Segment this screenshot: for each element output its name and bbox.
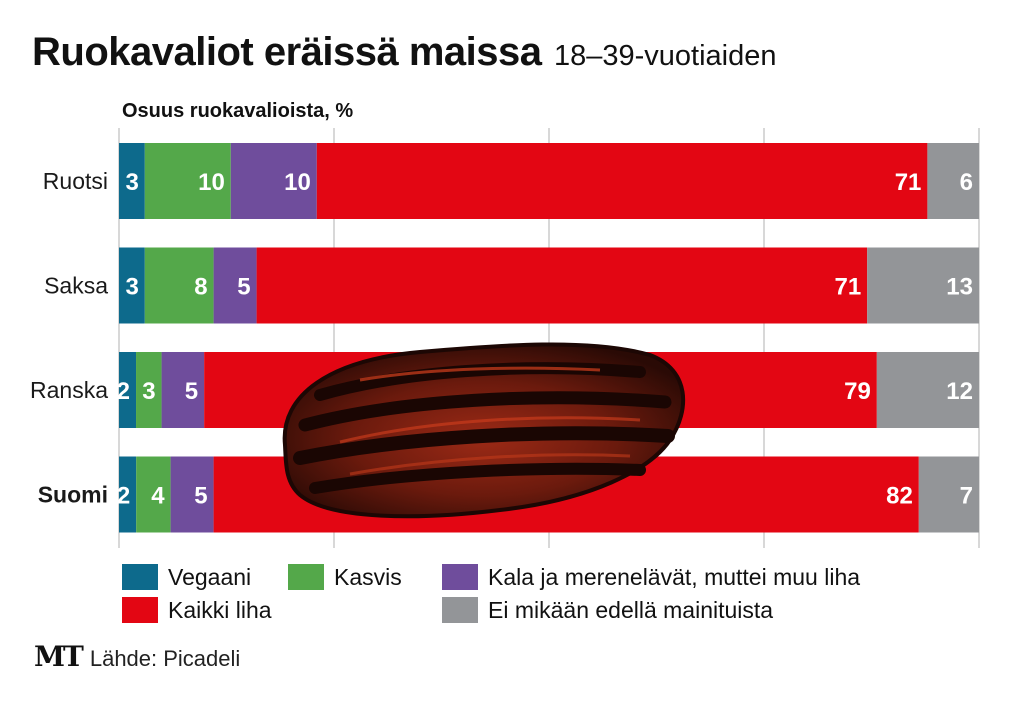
bar-segment-kasvis xyxy=(136,456,171,533)
bar-segment-kasvis xyxy=(144,143,231,219)
grilled-meat-patty-image xyxy=(282,342,685,519)
footer: MT Lähde: Picadeli xyxy=(34,640,240,673)
legend-label: Kaikki liha xyxy=(168,596,272,623)
legend-item-kasvis: Kasvis xyxy=(288,563,402,591)
bar-segment-kala xyxy=(170,456,214,533)
value-label: 6 xyxy=(960,169,973,196)
bar-segment-vegaani xyxy=(119,456,137,533)
bar-segment-vegaani xyxy=(119,143,145,219)
value-label: 2 xyxy=(117,378,130,405)
bar-segment-kala xyxy=(230,143,317,219)
value-label: 71 xyxy=(895,169,922,196)
bar-segment-kala xyxy=(161,352,205,428)
value-label: 10 xyxy=(284,169,311,196)
chart-title: Ruokavaliot eräissä maissa xyxy=(32,30,542,74)
legend-swatch xyxy=(442,564,478,590)
value-label: 4 xyxy=(151,483,165,510)
source-text: Lähde: Picadeli xyxy=(89,646,241,671)
value-label: 13 xyxy=(946,274,973,301)
value-label: 3 xyxy=(125,274,138,301)
value-label: 5 xyxy=(194,483,207,510)
bar-segment-vegaani xyxy=(119,352,137,428)
bar-segment-liha xyxy=(316,143,928,219)
chart-title-row: Ruokavaliot eräissä maissa 18–39-vuotiai… xyxy=(32,30,777,75)
bar-segment-kasvis xyxy=(136,352,162,428)
bar-segment-ei xyxy=(876,352,979,428)
value-label: 5 xyxy=(185,378,198,405)
bar-segment-kasvis xyxy=(144,247,214,324)
bar-segment-ei xyxy=(918,456,979,533)
value-label: 71 xyxy=(834,274,861,301)
legend-label: Kala ja merenelävät, muttei muu liha xyxy=(488,563,861,590)
value-label: 2 xyxy=(117,483,130,510)
bar-segment-ei xyxy=(867,247,979,324)
value-label: 5 xyxy=(237,274,250,301)
value-label: 12 xyxy=(946,378,973,405)
legend-swatch xyxy=(442,597,478,623)
legend: Vegaani Kasvis Kala ja merenelävät, muttei… xyxy=(122,563,1002,627)
value-label: 82 xyxy=(886,483,913,510)
axis-caption: Osuus ruokavalioista, % xyxy=(122,100,354,122)
legend-item-liha: Kaikki liha xyxy=(122,596,272,624)
category-label: Suomi xyxy=(38,482,108,508)
legend-swatch xyxy=(288,564,324,590)
value-label: 3 xyxy=(125,169,138,196)
bar-segment-ei xyxy=(927,143,979,219)
chart-subtitle: 18–39-vuotiaiden xyxy=(553,40,777,72)
bar-segment-vegaani xyxy=(119,247,145,324)
bar-segment-kala xyxy=(213,247,257,324)
category-label: Saksa xyxy=(44,273,108,299)
legend-swatch xyxy=(122,564,158,590)
value-label: 10 xyxy=(198,169,225,196)
value-label: 7 xyxy=(960,483,973,510)
legend-swatch xyxy=(122,597,158,623)
legend-item-vegaani: Vegaani xyxy=(122,563,251,591)
value-label: 8 xyxy=(194,274,207,301)
legend-label: Vegaani xyxy=(168,563,252,590)
bar-segment-liha xyxy=(256,247,868,324)
legend-item-kala: Kala ja merenelävät, muttei muu liha xyxy=(442,563,860,591)
value-label: 79 xyxy=(844,378,871,405)
legend-item-ei: Ei mikään edellä mainituista xyxy=(442,596,773,624)
category-label: Ruotsi xyxy=(43,168,108,194)
value-label: 3 xyxy=(142,378,155,405)
category-label: Ranska xyxy=(30,377,108,403)
mt-logo: MT xyxy=(34,640,84,673)
legend-label: Kasvis xyxy=(334,563,402,590)
legend-label: Ei mikään edellä mainituista xyxy=(488,596,774,623)
